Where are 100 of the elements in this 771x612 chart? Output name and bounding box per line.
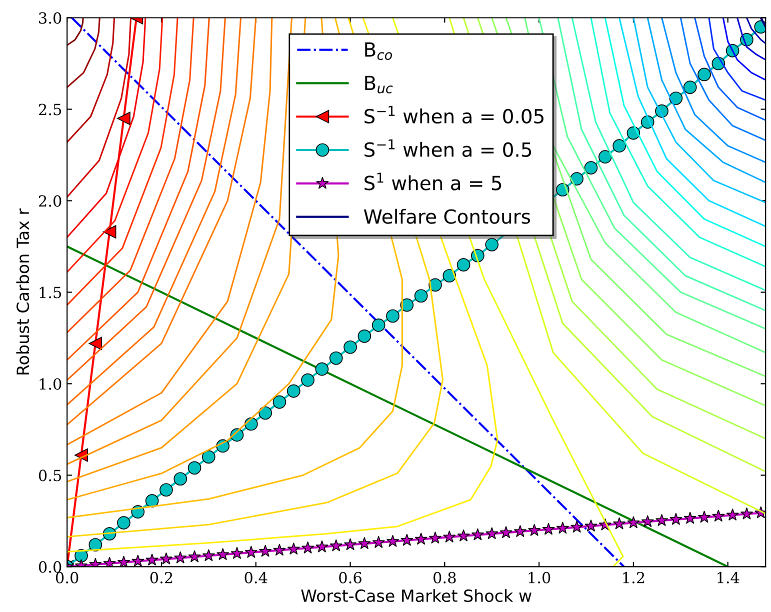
point <box>188 461 202 475</box>
point <box>670 512 682 525</box>
line-series <box>694 18 766 121</box>
point <box>456 258 470 272</box>
point <box>556 522 570 534</box>
point <box>641 515 654 528</box>
point <box>287 542 300 555</box>
point <box>655 514 668 526</box>
line-series <box>661 18 766 164</box>
point <box>443 530 456 543</box>
point <box>372 318 386 332</box>
line-series <box>67 18 164 273</box>
point <box>386 309 400 323</box>
point <box>500 526 512 538</box>
point <box>683 80 697 94</box>
point <box>316 540 328 552</box>
point <box>712 510 725 522</box>
point <box>400 534 414 546</box>
line-series <box>722 18 766 81</box>
point <box>103 556 116 567</box>
line-series <box>67 18 84 46</box>
legend-label: B$_{co}$ <box>365 42 392 60</box>
point <box>145 494 159 508</box>
point <box>330 539 342 552</box>
line-series <box>680 18 766 142</box>
x-tick-label: 1.0 <box>528 572 550 584</box>
point <box>372 536 385 548</box>
legend-label: Welfare Contours <box>364 208 530 224</box>
line-series <box>590 18 766 268</box>
point <box>612 139 626 153</box>
point <box>612 517 626 530</box>
y-tick-label: 2.5 <box>38 104 62 116</box>
line-series <box>67 18 116 143</box>
point <box>174 472 188 486</box>
point <box>698 510 711 523</box>
point <box>627 516 640 528</box>
line-series <box>736 18 766 61</box>
x-axis-title: Worst-Case Market Shock w <box>301 589 532 602</box>
point <box>102 225 116 239</box>
line-series <box>67 18 194 334</box>
point <box>598 150 612 164</box>
line-series <box>67 18 210 361</box>
point <box>471 528 484 540</box>
point <box>301 373 314 387</box>
point <box>428 531 442 544</box>
x-tick-label: 0.0 <box>56 572 78 584</box>
point <box>358 329 372 343</box>
line-series <box>618 18 766 228</box>
point <box>202 450 216 464</box>
point <box>485 527 498 540</box>
y-tick-label: 1.5 <box>40 286 62 298</box>
point <box>514 524 527 538</box>
point <box>414 289 428 303</box>
point <box>329 351 343 365</box>
point <box>273 544 286 556</box>
point <box>584 519 598 532</box>
point <box>202 549 216 562</box>
point <box>414 532 428 545</box>
line-series <box>67 18 100 88</box>
point <box>244 546 258 558</box>
point <box>698 68 711 82</box>
y-tick-label: 0.0 <box>38 561 62 573</box>
point <box>485 238 499 252</box>
point <box>132 554 144 567</box>
point <box>174 551 187 564</box>
point <box>301 541 314 554</box>
point <box>442 269 456 282</box>
point <box>230 546 244 560</box>
x-tick-label: 1.4 <box>718 572 740 584</box>
point <box>88 538 102 552</box>
line-series <box>632 18 766 204</box>
x-tick-label: 0.6 <box>339 572 362 584</box>
line-series <box>708 18 766 101</box>
point <box>570 520 584 533</box>
point <box>188 550 201 562</box>
line-series <box>646 18 766 184</box>
point <box>117 556 130 567</box>
point <box>726 508 739 521</box>
y-tick-label: 0.5 <box>38 470 62 482</box>
point <box>344 340 357 354</box>
point <box>160 483 173 497</box>
line-series <box>67 18 146 238</box>
point <box>542 522 555 535</box>
point <box>344 538 357 550</box>
point <box>528 524 541 536</box>
x-tick-label: 0.8 <box>434 572 456 584</box>
point <box>117 516 130 530</box>
point <box>272 395 286 409</box>
point <box>88 336 102 350</box>
point <box>117 112 130 126</box>
point <box>584 161 598 174</box>
y-tick-label: 3.0 <box>39 12 62 24</box>
point <box>457 529 470 542</box>
point <box>160 552 173 565</box>
point <box>428 278 442 292</box>
point <box>216 548 230 560</box>
y-tick-label: 1.0 <box>40 378 62 390</box>
line-series <box>746 18 766 44</box>
x-tick-label: 0.2 <box>150 572 172 584</box>
point <box>315 362 329 376</box>
